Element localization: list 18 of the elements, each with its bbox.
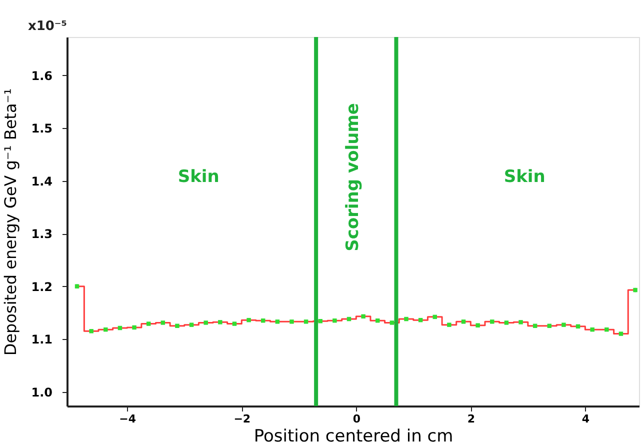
text: x10⁻⁵ bbox=[28, 19, 67, 34]
y-tick-label: 1.3 bbox=[31, 227, 52, 242]
x-tick-label: −2 bbox=[234, 412, 251, 426]
y-tick-label: 1.6 bbox=[31, 68, 52, 83]
x-tick-label: −4 bbox=[119, 412, 136, 426]
annotation: Skin bbox=[178, 167, 220, 188]
annotation: Scoring volume bbox=[343, 103, 363, 252]
annotation: Skin bbox=[504, 167, 546, 188]
y-tick-label: 1.1 bbox=[31, 332, 52, 347]
x-tick-label: 0 bbox=[352, 412, 361, 426]
x-tick-label: 4 bbox=[582, 412, 590, 426]
y-tick-label: 1.4 bbox=[31, 174, 52, 188]
y-tick-label: 1.2 bbox=[31, 280, 52, 294]
x-tick-label: 2 bbox=[467, 412, 475, 426]
y-tick-label: 1.5 bbox=[31, 122, 52, 136]
x-axis-title: Position centered in cm bbox=[254, 426, 454, 446]
y-tick-label: 1.0 bbox=[31, 385, 52, 400]
y-axis-title: Deposited energy GeV g⁻¹ Beta⁻¹ bbox=[1, 88, 20, 356]
